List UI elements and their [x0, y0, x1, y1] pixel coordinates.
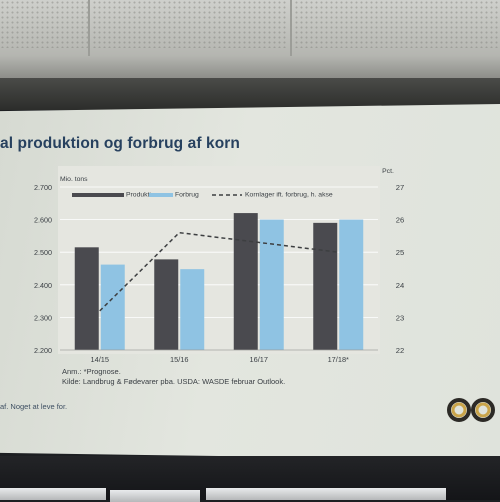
right-tick-label: 24: [396, 281, 404, 290]
ceiling-tile: [0, 0, 88, 48]
dark-wall: [0, 78, 500, 110]
slide-title: al produktion og forbrug af korn: [0, 135, 240, 152]
ceiling: [0, 0, 500, 78]
legend-label-forbrug: Forbrug: [175, 192, 199, 199]
y-tick-label: 2.300: [34, 313, 52, 322]
bar-forbrug: [100, 264, 125, 350]
bar-produktion: [74, 247, 99, 350]
right-tick-label: 25: [396, 248, 404, 257]
right-tick-label: 22: [396, 346, 404, 355]
ceiling-tile: [294, 0, 500, 48]
chart-source: Kilde: Landbrug & Fødevarer pba. USDA: W…: [62, 377, 286, 386]
ceiling-lamp: [110, 490, 200, 502]
footer-slogan: af. Noget at leve for.: [0, 402, 68, 411]
bar-forbrug: [339, 219, 364, 350]
legend-label-kornlager: Kornlager ift. forbrug, h. akse: [245, 192, 333, 199]
chart-note: Anm.: *Prognose.: [62, 367, 121, 376]
ceiling-tile: [92, 0, 288, 48]
legend-label-produktion: Produktion: [126, 192, 159, 199]
y-tick-label: 2.200: [34, 346, 52, 355]
y-tick-label: 2.500: [34, 248, 52, 257]
ceiling-lamp: [206, 488, 446, 500]
y-tick-label: 2.400: [34, 281, 52, 290]
ceiling-lamp: [0, 488, 106, 500]
right-tick-label: 27: [396, 183, 404, 192]
ceiling-seam: [290, 0, 292, 60]
right-axis-label: Pct.: [382, 168, 394, 175]
x-tick-label: 16/17: [250, 355, 269, 364]
x-tick-label: 14/15: [91, 355, 110, 364]
y-tick-label: 2.700: [34, 183, 52, 192]
bar-produktion: [313, 222, 338, 350]
bar-forbrug: [180, 269, 205, 350]
legend-swatch-produktion: [72, 193, 124, 197]
room-floor: [0, 456, 500, 502]
legend-swatch-forbrug: [149, 193, 173, 197]
x-tick-label: 15/16: [170, 355, 189, 364]
right-tick-label: 26: [396, 216, 404, 225]
logo-icon: [447, 398, 495, 422]
y-axis-label: Mio. tons: [60, 176, 88, 183]
bar-produktion: [233, 213, 258, 350]
bar-produktion: [154, 259, 179, 350]
y-tick-label: 2.600: [34, 216, 52, 225]
x-tick-label: 17/18*: [328, 355, 349, 364]
line-kornlager: [99, 231, 339, 312]
ceiling-seam: [88, 0, 90, 60]
ceiling-beam: [0, 56, 500, 78]
bar-forbrug: [259, 219, 284, 350]
right-tick-label: 23: [396, 313, 404, 322]
